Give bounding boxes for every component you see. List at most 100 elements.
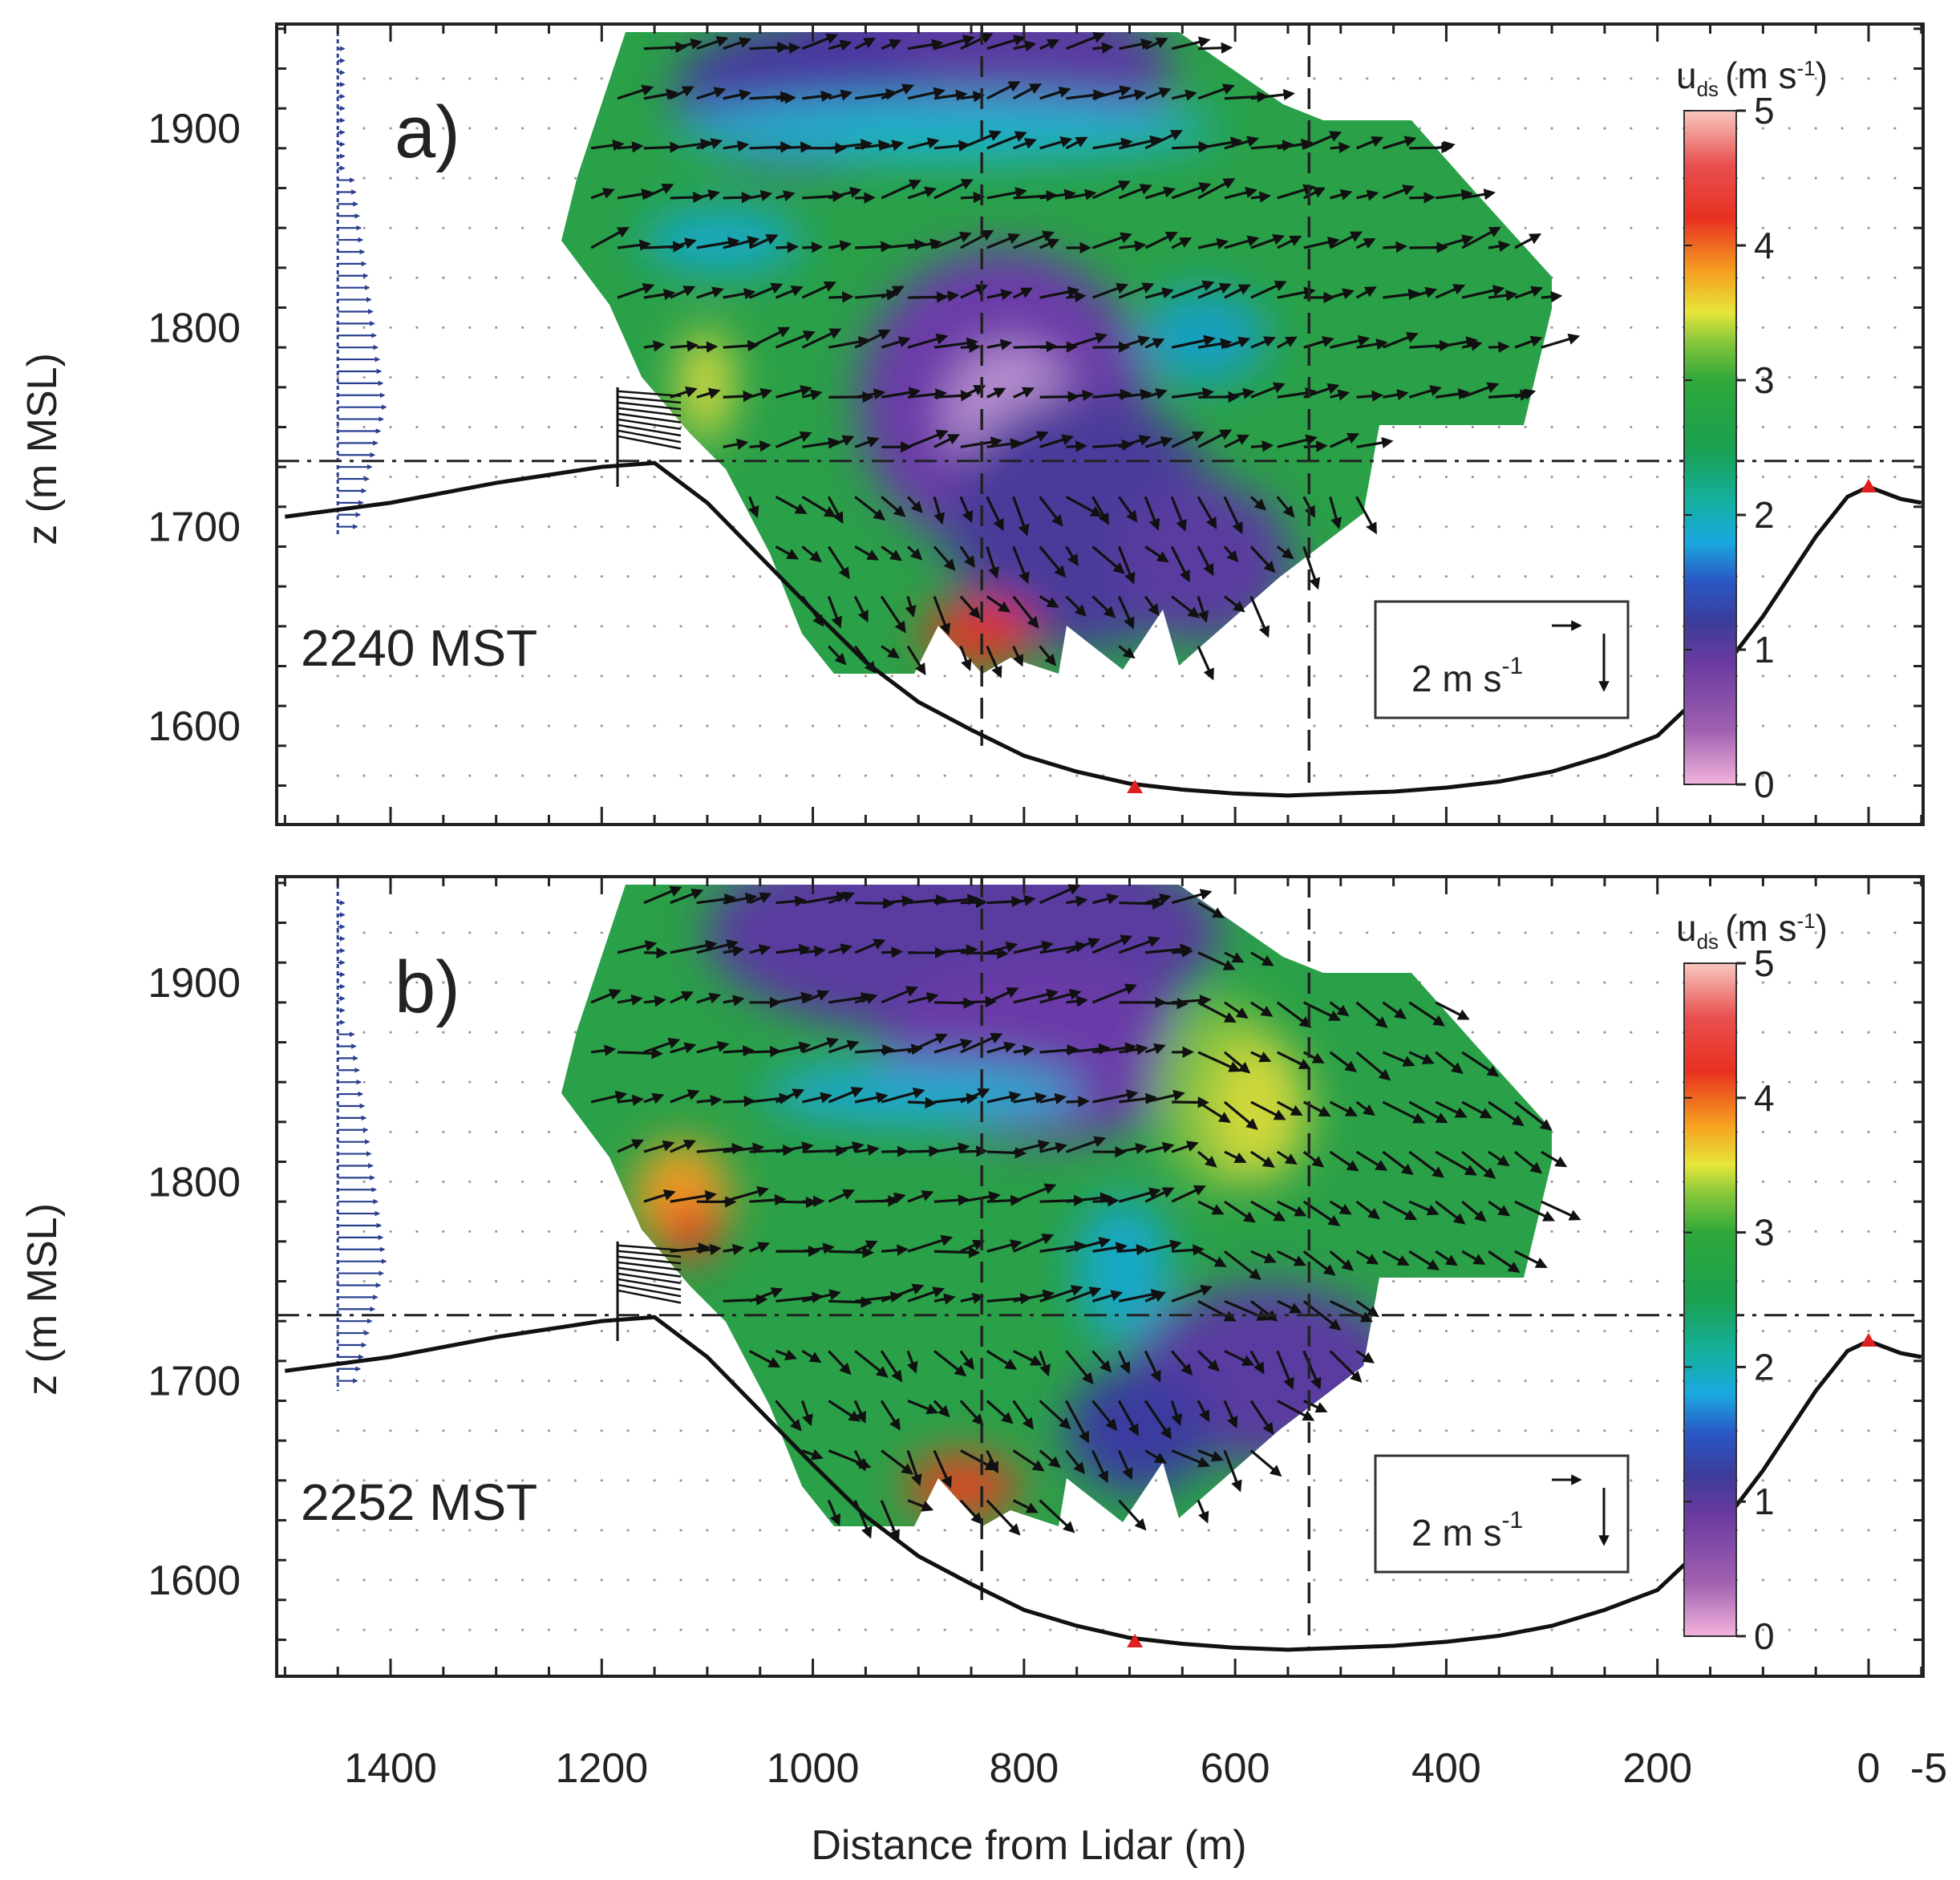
grid-dot (442, 1529, 445, 1532)
grid-dot (811, 724, 815, 727)
grid-dot (1497, 425, 1500, 429)
grid-dot (1444, 127, 1448, 130)
wind-arrow (933, 140, 970, 152)
grid-dot (1154, 1628, 1158, 1631)
grid-dot (1128, 1529, 1132, 1532)
grid-dot (1735, 931, 1739, 934)
wind-arrow (854, 938, 886, 954)
grid-dot (442, 127, 445, 130)
wind-arrow (1119, 1092, 1158, 1104)
wind-arrow (617, 188, 654, 201)
grid-dot (1524, 981, 1527, 984)
grid-dot (468, 1578, 472, 1582)
tower-arrow (617, 1266, 682, 1278)
grid-dot (1788, 675, 1791, 678)
grid-dot (1761, 127, 1764, 130)
grid-dot (837, 1578, 841, 1582)
wind-arrow (1119, 388, 1152, 401)
grid-dot (415, 1230, 419, 1234)
y-tick-label: 1800 (148, 305, 241, 351)
grid-dot (442, 675, 445, 678)
wind-arrow (827, 596, 843, 629)
wind-arrow (1461, 382, 1500, 399)
grid-dot (1366, 724, 1369, 727)
wind-arrow (617, 994, 643, 1006)
wind-arrow (1172, 995, 1212, 1007)
wind-arrow (1383, 389, 1409, 401)
grid-dot (573, 425, 577, 429)
x-tick-label: 400 (1411, 1745, 1481, 1792)
grid-dot (1630, 525, 1633, 529)
grid-dot (1497, 176, 1500, 180)
grid-dot (1471, 1429, 1474, 1432)
wind-arrow (748, 1350, 781, 1368)
wind-arrow (1091, 1449, 1108, 1484)
wind-arrow (1065, 938, 1100, 954)
grid-dot (1841, 276, 1844, 279)
wind-arrow (1514, 388, 1537, 400)
grid-dot (996, 724, 999, 727)
grid-dot (336, 1429, 339, 1432)
grid-dot (495, 425, 498, 429)
wind-arrow (1171, 1285, 1213, 1303)
wind-arrow (906, 1350, 918, 1374)
grid-dot (468, 425, 472, 429)
grid-dot (389, 1031, 392, 1034)
grid-dot (1630, 675, 1633, 678)
wind-arrow (1197, 1250, 1227, 1267)
wind-arrow (1013, 940, 1054, 954)
wind-arrow (1172, 1096, 1210, 1108)
plot-frame (275, 875, 1925, 1678)
grid-dot (1260, 931, 1263, 934)
grid-dot (573, 1628, 577, 1631)
grid-dot (1788, 724, 1791, 727)
grid-dot (653, 675, 656, 678)
grid-dot (573, 981, 577, 984)
grid-dot (336, 724, 339, 727)
grid-dot (468, 1429, 472, 1432)
grid-dot (1630, 1279, 1633, 1283)
wind-arrow (800, 1400, 813, 1427)
wind-arrow (590, 226, 630, 249)
grid-dot (1841, 1180, 1844, 1183)
grid-dot (1260, 1479, 1263, 1482)
grid-dot (468, 1080, 472, 1084)
plot-frame (275, 22, 1925, 826)
tower-arrow (617, 435, 682, 450)
grid-dot (389, 1380, 392, 1383)
wind-arrow (1012, 1499, 1039, 1513)
wind-arrow (1408, 286, 1438, 299)
wind-arrow (696, 87, 727, 100)
grid-dot (1313, 1429, 1316, 1432)
grid-dot (1630, 127, 1633, 130)
wind-arrow (1356, 436, 1394, 449)
grid-dot (362, 1230, 366, 1234)
wind-arrow (1197, 902, 1225, 918)
wind-arrow (670, 1042, 697, 1054)
grid-dot (1577, 425, 1580, 429)
wind-arrow (1382, 1001, 1407, 1019)
grid-dot (1814, 1578, 1817, 1582)
grid-dot (1444, 774, 1448, 777)
grid-dot (468, 1529, 472, 1532)
wind-arrow (828, 1189, 856, 1203)
tower-arrow (617, 418, 682, 431)
grid-dot (1761, 226, 1764, 229)
grid-dot (1577, 326, 1580, 329)
grid-dot (1656, 176, 1659, 180)
grid-dot (520, 1180, 524, 1183)
wind-arrow (828, 89, 853, 101)
wind-arrow (854, 496, 886, 521)
grid-dot (415, 475, 419, 479)
grid-dot (1444, 475, 1448, 479)
wind-arrow (986, 1400, 1014, 1424)
grid-dot (547, 981, 551, 984)
grid-dot (1260, 1628, 1263, 1631)
wind-arrow (1250, 233, 1286, 249)
grid-dot (1788, 1529, 1791, 1532)
reference-vector-box (1374, 600, 1630, 719)
grid-dot (943, 1578, 946, 1582)
grid-dot (1683, 77, 1686, 80)
wind-arrow (1039, 1449, 1061, 1469)
grid-dot (1656, 326, 1659, 329)
